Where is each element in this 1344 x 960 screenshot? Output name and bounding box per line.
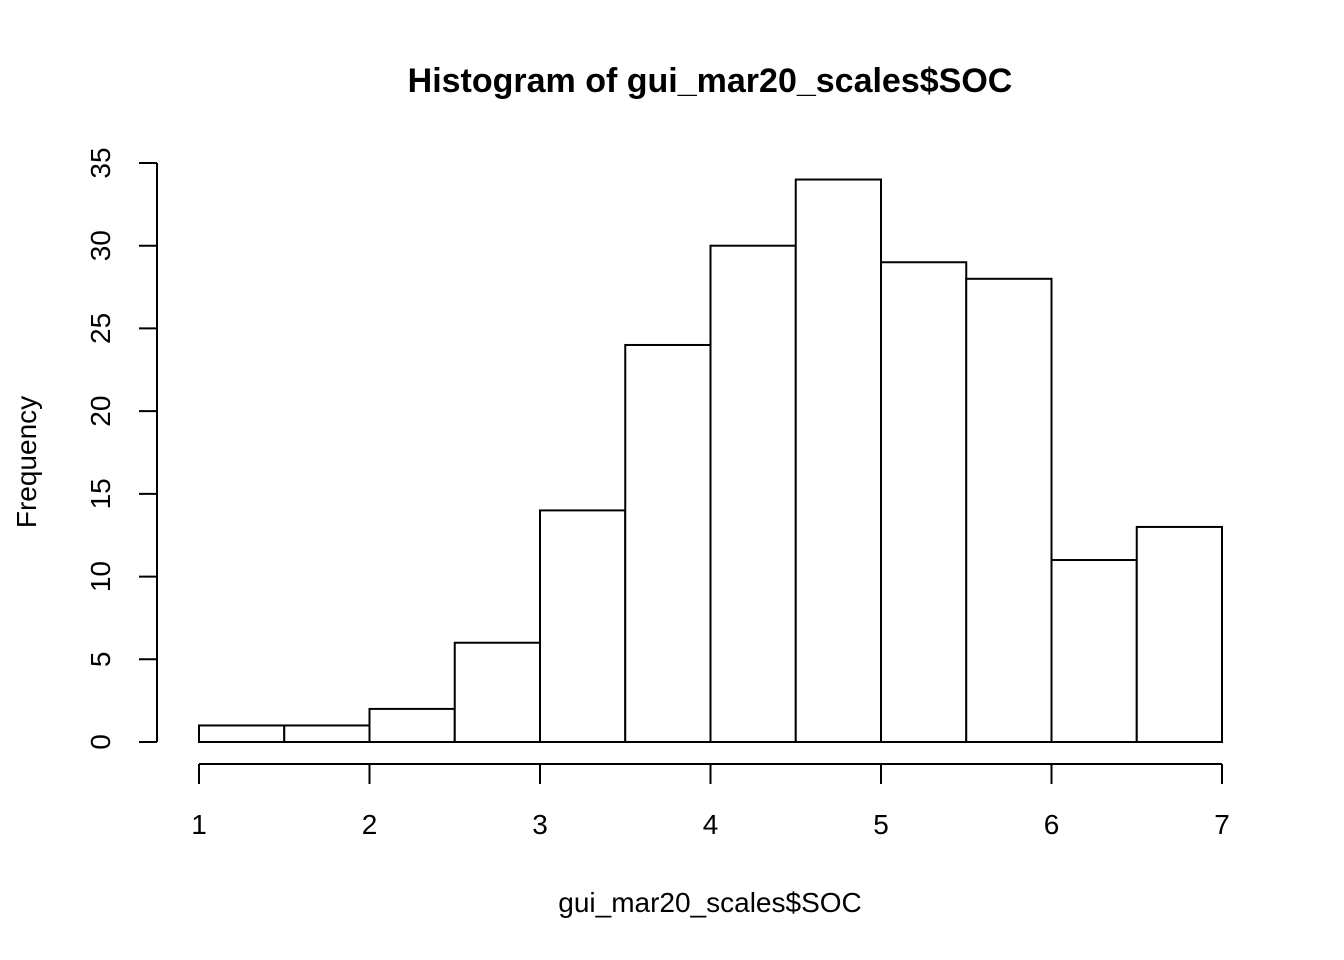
- y-axis: 0 5 10 15 20 25 30 35: [85, 147, 158, 750]
- y-tick-label: 30: [85, 230, 116, 261]
- x-tick-label: 3: [532, 809, 548, 840]
- bars-group: [198, 178, 1223, 744]
- histogram-bar: [198, 724, 286, 744]
- y-tick-label: 20: [85, 396, 116, 427]
- histogram-bar: [368, 707, 456, 744]
- y-tick-label: 25: [85, 313, 116, 344]
- histogram-bar: [539, 509, 627, 743]
- x-tick-label: 5: [873, 809, 889, 840]
- x-axis: 1 2 3 4 5 6 7: [191, 763, 1230, 840]
- histogram-bar: [709, 244, 797, 743]
- x-tick-label: 4: [703, 809, 719, 840]
- histogram-bar: [880, 261, 968, 743]
- y-tick-label: 0: [85, 734, 116, 750]
- y-tick-label: 15: [85, 478, 116, 509]
- y-tick-label: 10: [85, 561, 116, 592]
- histogram-bar: [1135, 525, 1223, 744]
- y-tick-label: 35: [85, 147, 116, 178]
- histogram-bar: [1050, 559, 1138, 743]
- x-tick-label: 6: [1044, 809, 1060, 840]
- x-axis-label: gui_mar20_scales$SOC: [558, 887, 862, 918]
- x-tick-label: 2: [362, 809, 378, 840]
- histogram-bar: [624, 343, 712, 743]
- histogram-bar: [453, 641, 541, 743]
- y-axis-label: Frequency: [11, 396, 42, 528]
- histogram-bar: [794, 178, 882, 744]
- chart-title: Histogram of gui_mar20_scales$SOC: [408, 62, 1013, 100]
- x-tick-label: 1: [191, 809, 207, 840]
- histogram-bar: [283, 724, 371, 744]
- y-tick-label: 5: [85, 651, 116, 667]
- histogram-bar: [965, 277, 1053, 743]
- x-tick-label: 7: [1214, 809, 1230, 840]
